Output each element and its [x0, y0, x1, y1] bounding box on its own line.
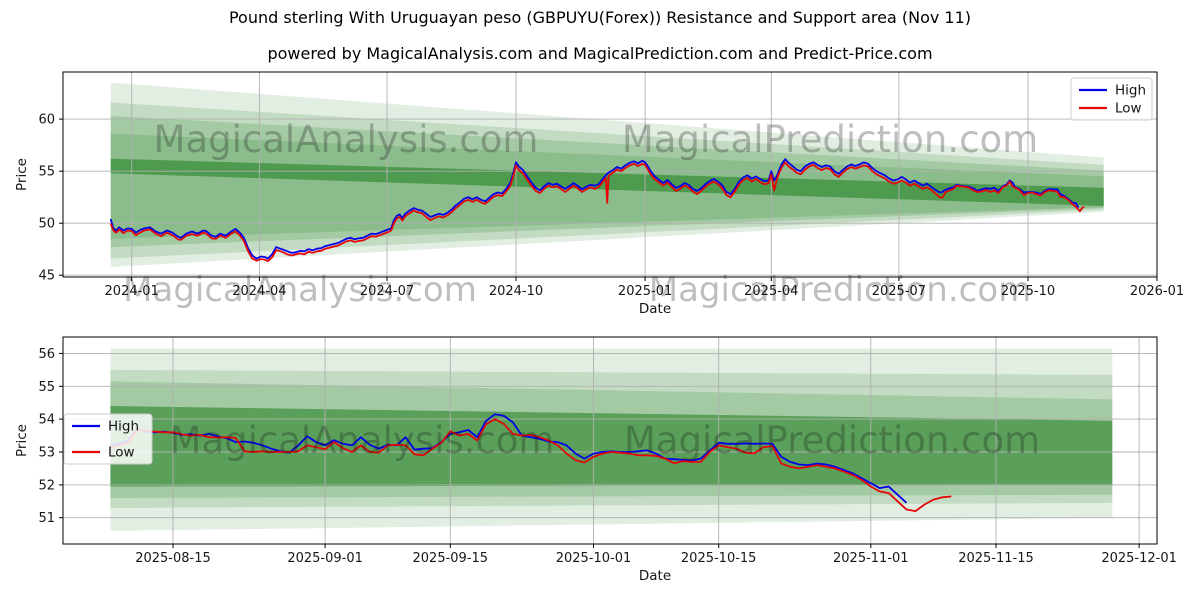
y-tick-label: 52: [38, 478, 55, 493]
x-tick-label: 2025-04: [744, 284, 798, 299]
figure-subtitle: powered by MagicalAnalysis.com and Magic…: [267, 44, 933, 63]
y-tick-label: 60: [38, 113, 55, 128]
high-line: [109, 158, 1080, 260]
figure-title: Pound sterling With Uruguayan peso (GBPU…: [228, 8, 972, 27]
watermark-text: MagicalPrediction.com: [649, 270, 1032, 310]
low-line: [110, 418, 952, 513]
main-chart: 2024-01 2024-04 2024-07 2024-10 2025-01 2025-…: [14, 71, 1184, 317]
x-tick-label: 2025-10: [1001, 284, 1055, 299]
legend-box: [1070, 77, 1153, 121]
legend-high-label: High: [108, 419, 139, 435]
legend-low-label: Low: [108, 445, 135, 461]
plot-frame: [62, 336, 1158, 545]
x-tick-label: 2026-01: [1130, 284, 1184, 299]
y-axis-label: Price: [14, 424, 30, 457]
x-tick-label: 2025-10-15: [681, 551, 757, 566]
y-tick-label: 55: [38, 165, 55, 180]
x-tick-label: 2025-08-15: [135, 551, 211, 566]
y-tick-label: 55: [38, 380, 55, 395]
x-axis-label: Date: [639, 568, 671, 584]
watermark-text: MagicalAnalysis.com: [170, 419, 555, 462]
legend-high-label: High: [1115, 83, 1146, 99]
y-tick-label: 51: [38, 511, 55, 526]
y-tick-label: 50: [38, 217, 55, 232]
x-tick-label: 2025-09-01: [287, 551, 363, 566]
watermark-text: MagicalAnalysis.com: [154, 118, 539, 161]
x-tick-label: 2025-12-01: [1101, 551, 1177, 566]
x-tick-label: 2025-01: [618, 284, 672, 299]
x-tick-label: 2024-01: [105, 284, 159, 299]
x-axis-label: Date: [639, 301, 671, 317]
legend-low-label: Low: [1115, 101, 1142, 117]
y-tick-label: 56: [38, 347, 55, 362]
high-line: [110, 413, 908, 504]
watermark-text: MagicalAnalysis.com: [123, 270, 477, 310]
legend: High Low: [63, 413, 153, 465]
watermark-text: MagicalPrediction.com: [624, 419, 1040, 462]
x-tick-label: 2025-11-01: [833, 551, 909, 566]
x-tick-label: 2024-10: [489, 284, 543, 299]
x-tick-label: 2025-07: [872, 284, 926, 299]
watermark-text: MagicalPrediction.com: [622, 118, 1038, 161]
legend: High Low: [1070, 77, 1153, 121]
support-resistance-band-4: [110, 158, 1104, 206]
x-tick-label: 2025-10-01: [556, 551, 632, 566]
y-tick-label: 54: [38, 413, 55, 428]
y-tick-label: 45: [38, 269, 55, 284]
y-tick-label: 53: [38, 446, 55, 461]
y-axis-label: Price: [14, 158, 30, 191]
low-line: [109, 161, 1085, 263]
x-tick-label: 2024-07: [360, 284, 414, 299]
x-tick-label: 2024-04: [232, 284, 286, 299]
x-tick-label: 2025-11-15: [958, 551, 1034, 566]
plot-frame: [62, 71, 1158, 278]
x-tick-label: 2025-09-15: [413, 551, 489, 566]
detail-chart: 2025-08-15 2025-09-01 2025-09-15 2025-10-01…: [14, 336, 1177, 584]
support-resistance-band-3: [110, 406, 1113, 487]
